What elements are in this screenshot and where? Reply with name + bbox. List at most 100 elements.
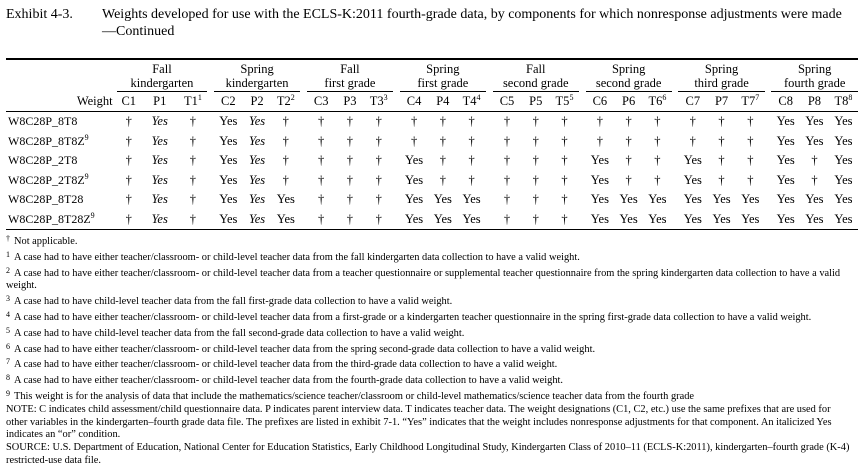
table-cell: Yes (771, 111, 801, 132)
table-cell: † (625, 133, 632, 148)
note-line: 6 A case had to have either teacher/class… (6, 341, 852, 357)
component-header: P1 (141, 92, 179, 112)
table-cell: † (747, 153, 754, 168)
table-cell: † (550, 111, 579, 132)
table-cell: † (189, 172, 197, 187)
table-cell: † (532, 192, 539, 207)
group-gap (764, 58, 772, 92)
table-cell: † (271, 111, 301, 132)
group-header: Spring third grade (678, 58, 765, 92)
table-cell: † (306, 209, 336, 230)
column-gap (393, 132, 400, 152)
column-gap (393, 171, 400, 191)
footnote-marker: 9 (84, 171, 89, 181)
column-gap (393, 190, 400, 210)
column-gap (207, 171, 214, 191)
table-cell: Yes (683, 153, 702, 168)
table-cell: Yes (140, 111, 179, 132)
table-cell: † (346, 133, 354, 148)
column-gap (300, 132, 307, 152)
component-code: P5 (529, 94, 543, 108)
group-header: Fall first grade (306, 58, 394, 92)
table-cell: † (346, 153, 354, 168)
table-cell: Yes (707, 209, 736, 230)
group-gap (207, 58, 214, 92)
column-gap (578, 111, 586, 132)
table-cell: † (439, 153, 446, 168)
footnote-marker: 2 (290, 93, 295, 102)
component-code: C7 (685, 94, 701, 108)
note-text: A case had to have child-level teacher d… (14, 327, 465, 339)
note-text: A case had to have either teacher/classr… (14, 375, 564, 387)
table-cell: † (468, 172, 475, 187)
table-cell: † (178, 209, 208, 230)
column-gap (207, 132, 214, 152)
weight-name: W8C28P_8T8 (6, 111, 117, 132)
table-cell: † (492, 111, 522, 132)
weight-name-text: W8C28P_8T8 (8, 114, 78, 129)
footnote-marker: 7 (6, 357, 10, 367)
table-cell: † (654, 172, 661, 187)
table-cell: Yes (404, 192, 424, 207)
footnote-marker: 1 (6, 249, 10, 259)
table-cell: † (654, 133, 661, 148)
component-code: C1 (121, 94, 137, 108)
table-cell: † (468, 133, 475, 148)
table-cell: † (654, 153, 661, 168)
component-header: T66 (643, 92, 672, 112)
component-header: T55 (550, 92, 579, 112)
note-line: 8 A case had to have either teacher/class… (6, 372, 852, 388)
column-gap (485, 111, 493, 132)
column-gap (765, 132, 772, 152)
group-gap (393, 58, 400, 92)
table-cell: Yes (219, 133, 238, 148)
column-gap (207, 190, 214, 210)
table-cell: † (561, 153, 568, 168)
component-header: T77 (736, 92, 765, 112)
component-code: T4 (462, 94, 477, 108)
table-cell: † (503, 172, 511, 187)
footnote-marker: 3 (6, 294, 10, 304)
component-header-row: Weight C1 P1 T11 C2 P2 T22 C3 P3 T33 C4 P4 T44 C5 P5 T5… (6, 92, 858, 112)
table-cell: Yes (712, 192, 731, 207)
column-gap (207, 92, 214, 112)
column-gap (300, 190, 307, 210)
table-cell: † (282, 133, 289, 148)
note-text: A case had to have either teacher/classr… (14, 251, 580, 263)
table-cell: Yes (800, 209, 829, 230)
table-cell: † (189, 133, 197, 148)
component-header: C2 (214, 92, 243, 112)
table-cell: Yes (151, 172, 168, 187)
footnote-marker: 4 (476, 93, 481, 102)
table-cell: Yes (219, 172, 238, 187)
table-cell: Yes (585, 209, 615, 230)
table-row: W8C28P_2T8 † Yes † Yes Yes † † † † Yes † † † † † Yes † † Ye… (6, 151, 858, 171)
component-code: T2 (276, 94, 291, 108)
group-header-line1: Spring (611, 62, 646, 76)
column-gap (300, 92, 307, 112)
table-cell: † (811, 153, 818, 168)
column-gap (764, 111, 772, 132)
component-header: C6 (586, 92, 615, 112)
column-gap (393, 92, 400, 112)
table-cell: † (125, 192, 132, 207)
weight-name: W8C28P_2T8Z9 (6, 171, 117, 191)
table-cell: Yes (590, 172, 609, 187)
group-header-line1: Fall (526, 62, 546, 76)
column-gap (672, 171, 679, 191)
table-cell: Yes (219, 153, 238, 168)
column-gap (485, 209, 493, 230)
table-row: W8C28P_8T8 † Yes † Yes Yes † † † † † † † † † † † † † † † † Yes… (6, 111, 858, 132)
table-cell: † (318, 172, 325, 187)
component-header: T44 (457, 92, 486, 112)
table-cell: Yes (776, 172, 795, 187)
table-cell: Yes (457, 209, 486, 230)
table-cell: † (747, 133, 754, 148)
group-header: Spring fourth grade (771, 58, 858, 92)
table-cell: † (116, 111, 141, 132)
footnote-marker: 9 (90, 210, 95, 220)
group-gap (671, 58, 679, 92)
group-header-line2: fourth grade (783, 76, 846, 90)
footnote-marker: 8 (848, 93, 853, 102)
component-code: C5 (499, 94, 515, 108)
